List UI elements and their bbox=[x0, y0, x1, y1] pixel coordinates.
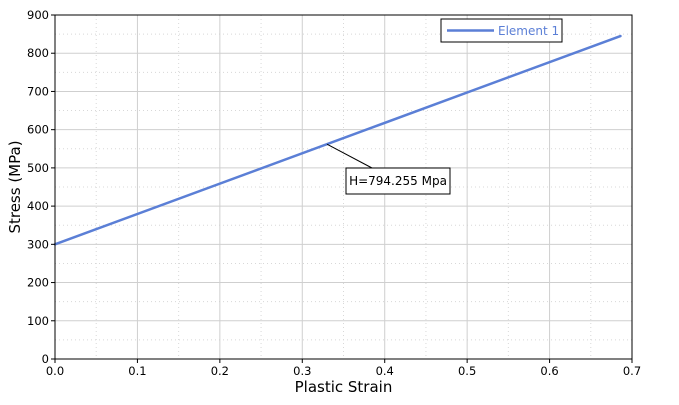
y-tick-label: 700 bbox=[27, 84, 49, 98]
annotation: H=794.255 Mpa bbox=[326, 143, 451, 195]
x-tick-label: 0.2 bbox=[211, 364, 229, 378]
y-tick-label: 400 bbox=[27, 199, 49, 213]
series-line-1 bbox=[53, 34, 622, 246]
x-tick-label: 0.6 bbox=[540, 364, 558, 378]
y-tick-label: 300 bbox=[27, 237, 49, 251]
y-tick-label: 200 bbox=[27, 276, 49, 290]
annotation-leader-line bbox=[326, 143, 373, 169]
legend-box bbox=[440, 18, 563, 43]
y-tick-label: 500 bbox=[27, 161, 49, 175]
y-tick-label: 100 bbox=[27, 314, 49, 328]
plot-frame bbox=[54, 14, 633, 360]
x-tick-label: 0.4 bbox=[376, 364, 394, 378]
y-tick-label: 900 bbox=[27, 8, 49, 22]
x-tick-label: 0.1 bbox=[128, 364, 146, 378]
tick-layer: 0.0 0.1 0.2 0.3 0.4 0.5 0.6 0.7 0 100 200 300 400 500… bbox=[27, 8, 641, 378]
y-tick-label: 0 bbox=[42, 352, 49, 366]
x-tick-label: 0.3 bbox=[293, 364, 311, 378]
y-tick-label: 800 bbox=[27, 46, 49, 60]
x-axis-label: Plastic Strain bbox=[295, 378, 393, 396]
x-tick-label: 0.0 bbox=[46, 364, 64, 378]
annotation-label: H=794.255 Mpa bbox=[349, 174, 447, 188]
series-layer bbox=[53, 34, 622, 246]
legend-label: Element 1 bbox=[498, 24, 559, 38]
x-tick-label: 0.5 bbox=[458, 364, 476, 378]
y-tick-label: 600 bbox=[27, 123, 49, 137]
legend[interactable]: Element 1 bbox=[440, 18, 563, 43]
x-tick-label: 0.7 bbox=[623, 364, 641, 378]
annotation-box bbox=[345, 167, 451, 195]
grid-layer bbox=[54, 14, 633, 360]
y-axis-label: Stress (MPa) bbox=[6, 140, 24, 233]
